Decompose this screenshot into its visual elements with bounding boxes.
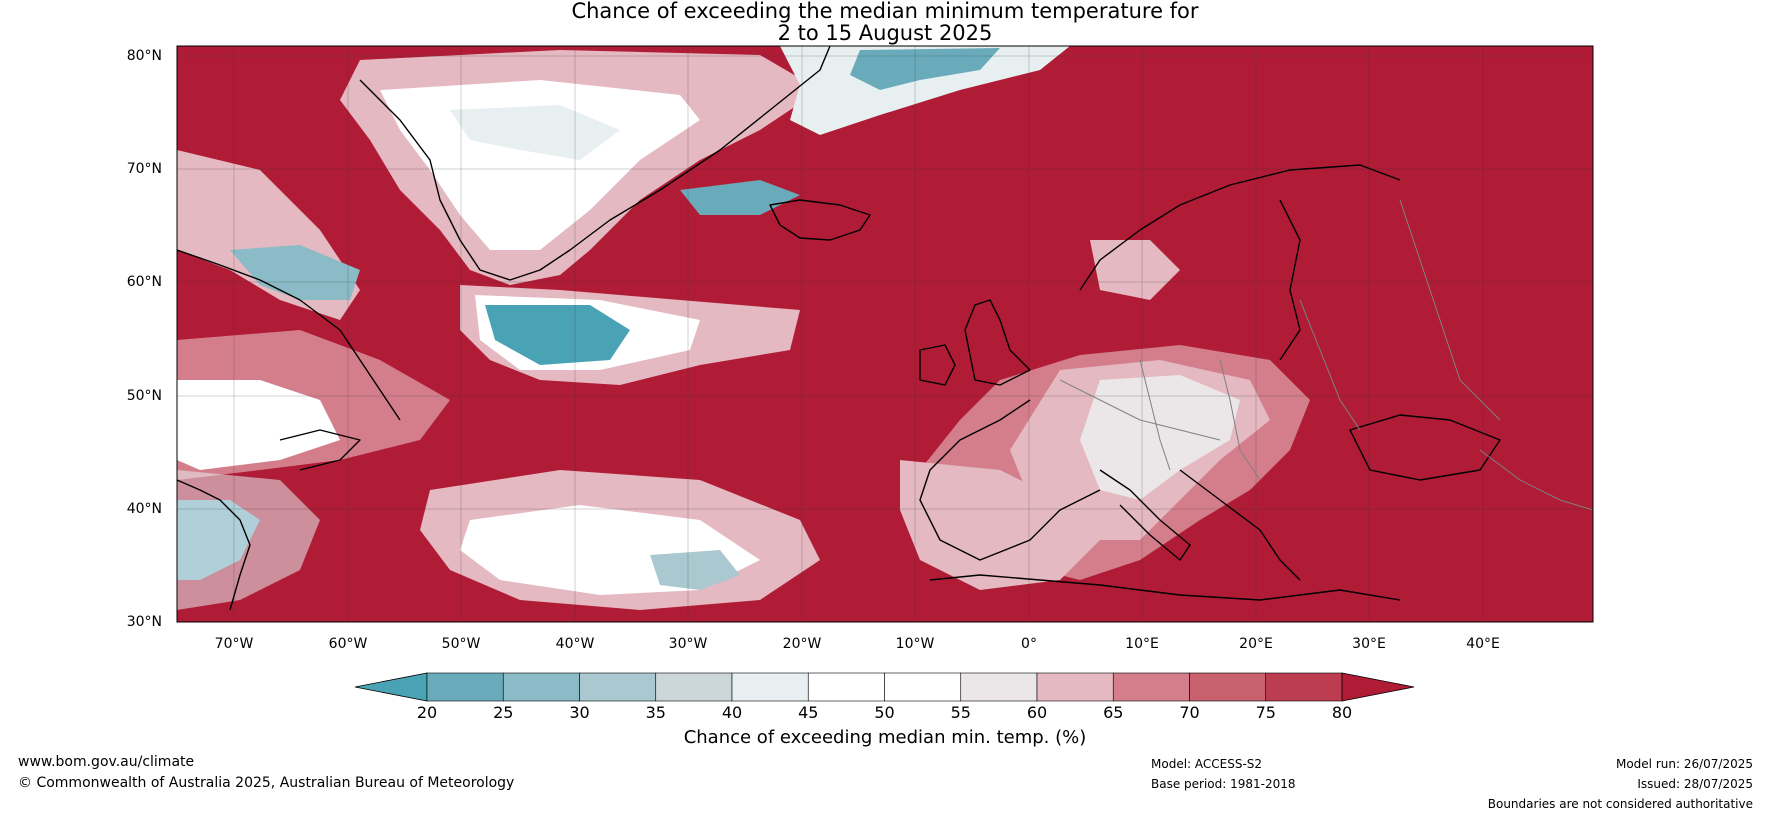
lon-label-20w: 20°W [782, 636, 822, 652]
colorbar-segment [884, 672, 962, 702]
region-iberia-med [900, 460, 1100, 590]
footer-model-run: Model run: 26/07/2025 [1615, 757, 1753, 771]
lat-label-50n: 50°N [126, 388, 162, 404]
colorbar-tick-label: 50 [874, 703, 895, 722]
region-subtropical-blue [650, 550, 740, 590]
lon-label-30w: 30°W [668, 636, 708, 652]
lon-label-40w: 40°W [555, 636, 595, 652]
colorbar-tick-label: 60 [1026, 703, 1048, 722]
map-subtitle: 2 to 15 August 2025 [777, 21, 993, 45]
colorbar-tick-label: 65 [1103, 703, 1124, 722]
coast-us-east [177, 479, 251, 611]
footer-disclaimer: Boundaries are not considered authoritat… [1487, 797, 1753, 811]
region-scandinavia [1090, 240, 1180, 300]
region-arctic-blue [850, 48, 1000, 90]
coast-nova-scotia [279, 429, 361, 471]
colorbar-tick-label: 45 [798, 703, 819, 722]
map-frame [176, 45, 1594, 623]
colorbar-segments [354, 672, 1415, 702]
colorbar-segment [960, 672, 1038, 702]
lat-label-60n: 60°N [126, 274, 162, 290]
colorbar-segment [655, 672, 733, 702]
colorbar-label-text: Chance of exceeding median min. temp. (%… [683, 727, 1087, 748]
region-arctic-band [780, 46, 1070, 135]
coast-iceland [769, 199, 871, 241]
lon-label-60w: 60°W [328, 636, 368, 652]
colorbar-tick-label: 55 [950, 703, 971, 722]
colorbar-segment [807, 672, 885, 702]
footer-base-period: Base period: 1981-2018 [1151, 777, 1296, 791]
colorbar-tick-label: 75 [1255, 703, 1276, 722]
borders [1059, 199, 1593, 511]
lon-label-30e: 30°E [1352, 636, 1386, 652]
colorbar-segment [731, 672, 809, 702]
region-labrador-blue [230, 245, 360, 300]
coast-greenland [359, 46, 831, 281]
coast-sweden-finland [1279, 199, 1301, 361]
lon-label-0: 0° [1021, 636, 1037, 652]
probability-fields [177, 46, 1310, 610]
colorbar-tick-label: 35 [645, 703, 666, 722]
lat-label-70n: 70°N [126, 161, 162, 177]
lon-label-50w: 50°W [441, 636, 481, 652]
colorbar-segment [426, 672, 504, 702]
region-mid-atlantic-blue [485, 305, 630, 365]
colorbar-tick-label: 30 [569, 703, 590, 722]
colorbar-label: Chance of exceeding median min. temp. (%… [0, 727, 1770, 748]
colorbar-extend-high [1341, 672, 1415, 702]
lon-label-20e: 20°E [1239, 636, 1273, 652]
coast-north-africa [929, 574, 1401, 601]
colorbar-segment [1189, 672, 1267, 702]
coast-britain [964, 299, 1031, 386]
coast-black-sea [1349, 414, 1501, 481]
graticule [177, 46, 1593, 622]
colorbar-segment [1112, 672, 1190, 702]
coast-france-spain [919, 399, 1101, 561]
colorbar-tick-label: 40 [721, 703, 743, 722]
coast-norway [1079, 164, 1401, 291]
region-greenland-core [450, 105, 620, 160]
lon-label-40e: 40°E [1466, 636, 1500, 652]
region-newfoundland-white [177, 380, 340, 470]
footer-model: Model: ACCESS-S2 [1151, 757, 1263, 771]
lon-label-10w: 10°W [895, 636, 935, 652]
coast-italy [1099, 469, 1191, 561]
coast-balkans [1179, 469, 1301, 581]
lat-label-30n: 30°N [126, 614, 162, 630]
colorbar-segment [579, 672, 657, 702]
lon-label-70w: 70°W [214, 636, 254, 652]
footer-issued: Issued: 28/07/2025 [1637, 777, 1753, 791]
footer-website: www.bom.gov.au/climate [18, 754, 195, 770]
region-europe-white [1080, 375, 1240, 500]
colorbar-segment [1265, 672, 1343, 702]
footer-copyright: © Commonwealth of Australia 2025, Austra… [18, 775, 515, 791]
colorbar-tick-label: 70 [1179, 703, 1200, 722]
lat-label-40n: 40°N [126, 501, 162, 517]
colorbar-tick-label: 20 [416, 703, 438, 722]
coast-labrador [177, 249, 401, 421]
coastlines [177, 46, 1501, 611]
coast-ireland [919, 344, 956, 386]
lon-label-10e: 10°E [1125, 636, 1159, 652]
colorbar-segment [1036, 672, 1114, 702]
map-title: Chance of exceeding the median minimum t… [571, 0, 1199, 23]
colorbar-extend-low [354, 672, 428, 702]
colorbar-segment [502, 672, 580, 702]
colorbar-tick-label: 25 [493, 703, 514, 722]
map-area [177, 46, 1593, 622]
lat-label-80n: 80°N [126, 48, 162, 64]
colorbar-tick-label: 80 [1331, 703, 1353, 722]
